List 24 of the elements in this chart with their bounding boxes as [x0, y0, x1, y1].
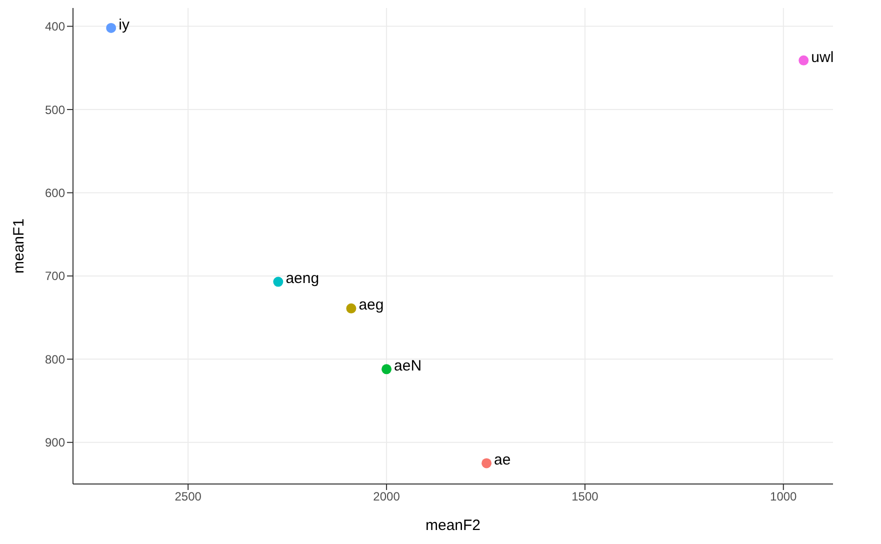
x-tick-label: 2500 [174, 490, 202, 504]
series-label: aeg [358, 296, 384, 314]
y-tick-label: 600 [44, 186, 66, 200]
y-tick-label: 400 [44, 20, 66, 34]
series-label: ae [494, 452, 511, 469]
y-tick-label: 700 [44, 269, 66, 284]
point [273, 276, 284, 287]
series-label: iy [118, 16, 130, 34]
x-axis-title: meanF2 [425, 517, 481, 534]
y-axis-title: meanF1 [10, 218, 28, 274]
point [346, 303, 356, 314]
point [798, 55, 809, 66]
point [106, 22, 116, 33]
point [382, 364, 392, 374]
y-tick-label: 900 [44, 436, 66, 450]
x-tick-label: 2000 [373, 490, 400, 504]
x-tick-label: 1000 [770, 490, 798, 504]
point [482, 458, 492, 468]
series-label: uwl [811, 48, 834, 66]
series-label: aeng [286, 270, 320, 288]
x-tick-label: 1500 [572, 490, 599, 504]
y-tick-label: 800 [44, 352, 66, 366]
y-tick-label: 500 [44, 102, 66, 117]
series-label: aeN [394, 357, 422, 374]
